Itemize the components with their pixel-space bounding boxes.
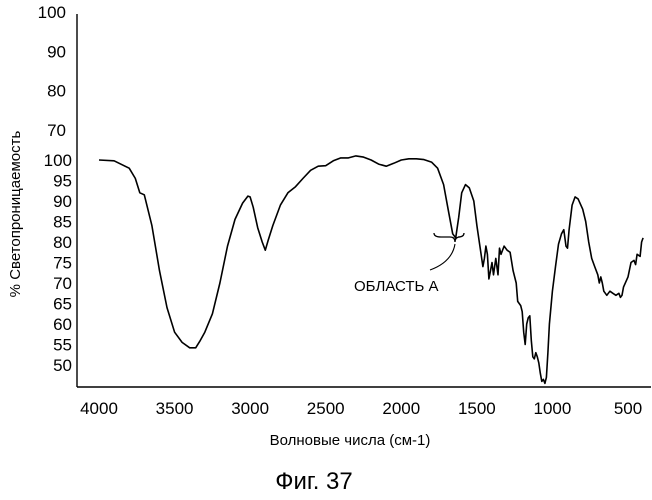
y-tick-label: 90 bbox=[53, 192, 72, 211]
region-a-label: ОБЛАСТЬ А bbox=[354, 278, 439, 295]
x-tick-label: 2000 bbox=[382, 399, 420, 418]
region-a-brace bbox=[433, 232, 465, 243]
y-tick-label: 70 bbox=[53, 274, 72, 293]
x-tick-label: 500 bbox=[614, 399, 642, 418]
y-axis-label: % Светопроницаемость bbox=[7, 131, 24, 298]
x-tick-label: 4000 bbox=[80, 399, 118, 418]
figure-caption: Фиг. 37 bbox=[275, 468, 353, 495]
y-tick-label: 95 bbox=[53, 172, 72, 191]
y-tick-label: 80 bbox=[47, 82, 66, 101]
y-tick-label: 85 bbox=[53, 213, 72, 232]
x-axis-ticks: 4000 3500 3000 2500 2000 1500 1000 500 bbox=[80, 399, 642, 418]
x-tick-label: 3000 bbox=[231, 399, 269, 418]
y-axis-upper-ticks: 100 90 80 70 bbox=[38, 3, 66, 140]
x-tick-label: 1000 bbox=[534, 399, 572, 418]
y-tick-label: 90 bbox=[47, 42, 66, 61]
y-tick-label: 60 bbox=[53, 315, 72, 334]
x-tick-label: 1500 bbox=[458, 399, 496, 418]
y-tick-label: 65 bbox=[53, 295, 72, 314]
y-tick-label: 70 bbox=[47, 121, 66, 140]
x-axis-label: Волновые числа (см-1) bbox=[270, 432, 431, 449]
x-tick-label: 3500 bbox=[156, 399, 194, 418]
y-tick-label: 55 bbox=[53, 336, 72, 355]
y-tick-label: 100 bbox=[44, 151, 72, 170]
x-tick-label: 2500 bbox=[307, 399, 345, 418]
region-a-leader bbox=[429, 243, 456, 271]
y-tick-label: 100 bbox=[38, 3, 66, 22]
series-line bbox=[98, 155, 644, 385]
y-tick-label: 80 bbox=[53, 233, 72, 252]
y-tick-label: 75 bbox=[53, 254, 72, 273]
y-tick-label: 50 bbox=[53, 356, 72, 375]
